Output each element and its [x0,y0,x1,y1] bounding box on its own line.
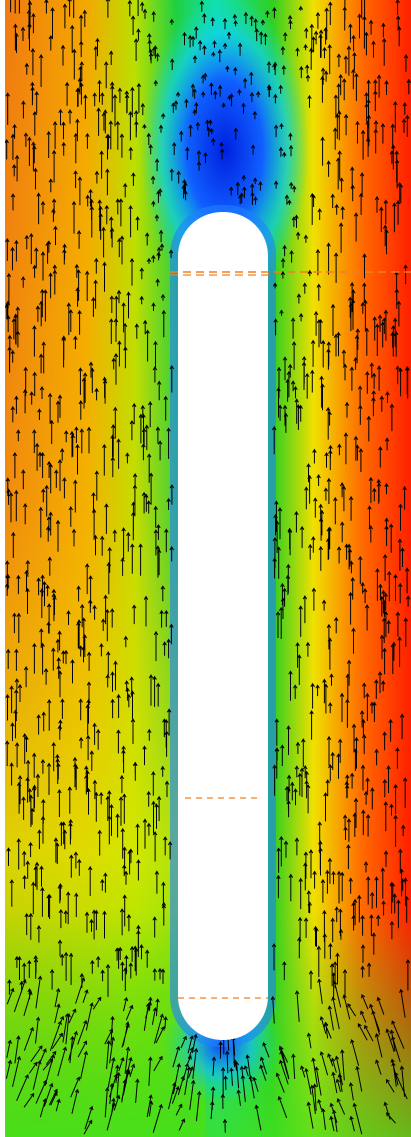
flow-field [0,0,411,1137]
left-margin [0,0,5,1137]
obstacle [178,212,268,1040]
